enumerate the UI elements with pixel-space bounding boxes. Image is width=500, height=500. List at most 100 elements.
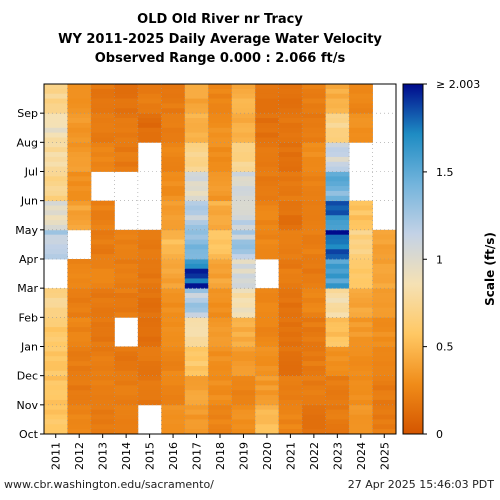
heatmap-cell-2012-may [67,200,92,231]
heatmap-cell-2014-nov [114,375,139,406]
heatmap-cell-2019-aug [231,113,256,143]
x-tick-label-2014: 2014 [120,442,133,470]
heatmap-cell-2013-feb [90,288,115,318]
heatmap-cell-2025-dec [372,346,397,377]
colorbar-tick-label: 1.5 [436,166,454,179]
heatmap-cell-2023-aug [325,113,350,143]
heatmap-cell-2016-jun [161,171,186,202]
y-tick-label-apr: Apr [19,253,39,266]
heatmap-cell-2017-dec [184,346,209,377]
heatmap-cell-2017-mar [184,259,209,289]
heatmap-cell-2017-sep [184,84,209,114]
heatmap-cell-2024-jan [349,317,373,347]
heatmap-cell-2024-aug [349,113,373,143]
heatmap-cell-2017-may [184,200,209,231]
y-tick-label-jul: Jul [24,166,38,179]
heatmap-cell-2023-may [325,200,350,231]
heatmap-cell-2023-nov [325,375,350,406]
heatmap-cell-2015-jan [137,317,162,347]
heatmap-cell-2024-oct [349,404,373,435]
colorbar: 0 0.5 1 1.5 ≥ 2.003 [402,78,480,441]
heatmap-cell-2015-sep [137,84,162,114]
heatmap-cell-2016-aug [161,113,186,143]
heatmap-cell-2022-mar [302,259,326,289]
heatmap-cell-2022-apr [302,229,326,260]
heatmap-cell-2020-oct [255,404,280,435]
heatmap-cell-2012-dec [67,346,92,377]
heatmap-cell-2020-sep [255,84,280,114]
heatmap-cell-2013-may [90,200,115,231]
heatmap-cell-2017-nov [184,375,209,406]
heatmap-cell-2015-aug [137,113,162,143]
heatmap-cell-2019-feb [231,288,256,318]
heatmap-cell-2024-may [349,200,373,231]
chart-title-line-2: WY 2011-2025 Daily Average Water Velocit… [58,32,382,47]
heatmap-cell-2021-sep [278,84,303,114]
heatmap-cell-2013-apr [90,229,115,260]
heatmap-cell-2016-dec [161,346,186,377]
heatmap-cell-2022-may [302,200,326,231]
heatmap-cell-2016-sep [161,84,186,114]
heatmap-cell-2022-oct [302,404,326,435]
colorbar-tick-label: 0 [436,428,443,441]
heatmap-cell-2017-feb [184,288,209,318]
x-tick-label-2016: 2016 [167,442,180,470]
heatmap-cell-2021-feb [278,288,303,318]
heatmap-cell-2011-nov [44,375,68,406]
heatmap-cell-2021-oct [278,404,303,435]
heatmap-cell-2016-mar [161,259,186,289]
heatmap-cell-2021-jan [278,317,303,347]
heatmap-cell-2013-nov [90,375,115,406]
y-tick-label-nov: Nov [17,399,39,412]
heatmap-cell-2019-apr [231,229,256,260]
heatmap-cell-2024-dec [349,346,373,377]
heatmap-cell-2023-jun [325,171,350,202]
y-tick-label-mar: Mar [17,282,38,295]
heatmap-cell-2022-sep [302,84,326,114]
heatmap-cell-2017-oct [184,404,209,435]
heatmap-cell-2012-feb [67,288,92,318]
y-tick-label-may: May [15,224,38,237]
heatmap-cell-2023-mar [325,259,350,289]
heatmap-cell-2014-jul [114,142,139,172]
x-tick-label-2023: 2023 [331,442,344,470]
heatmap-cell-2021-mar [278,259,303,289]
heatmap-cell-2015-nov [137,375,162,406]
x-tick-label-2018: 2018 [214,442,227,470]
heatmap-cell-2011-oct [44,404,68,435]
colorbar-label: Scale (ft/s) [483,232,497,306]
heatmap-cell-2013-mar [90,259,115,289]
x-tick-label-2011: 2011 [50,442,63,470]
heatmap-cell-2022-dec [302,346,326,377]
heatmap-cell-2024-nov [349,375,373,406]
heatmap-cell-2011-jun [44,171,68,202]
heatmap-cell-2014-sep [114,84,139,114]
colorbar-gradient [402,83,424,435]
heatmap-cell-2013-jul [90,142,115,172]
heatmap-cell-2021-may [278,200,303,231]
heatmap-cell-2012-jun [67,171,92,202]
heatmap-cell-2022-nov [302,375,326,406]
heatmap-cell-2021-jun [278,171,303,202]
heatmap-cell-2024-mar [349,259,373,289]
heatmap-cell-2013-aug [90,113,115,143]
heatmap-cell-2014-oct [114,404,139,435]
heatmap-cell-2011-jan [44,317,68,347]
heatmap-cell-2023-dec [325,346,350,377]
heatmap-cell-2018-sep [208,84,233,114]
heatmap-cell-2011-may [44,200,68,231]
heatmap-cell-2023-feb [325,288,350,318]
heatmap-cell-2019-dec [231,346,256,377]
y-tick-label-aug: Aug [17,136,38,149]
heatmap-cell-2020-jul [255,142,280,172]
heatmap-cell-2018-apr [208,229,233,260]
heatmap-cell-2021-dec [278,346,303,377]
heatmap-cell-2014-feb [114,288,139,318]
y-tick-label-jun: Jun [20,195,38,208]
heatmap-cell-2012-aug [67,113,92,143]
heatmap-cell-2021-jul [278,142,303,172]
heatmap-cell-2012-nov [67,375,92,406]
x-tick-label-2012: 2012 [73,442,86,470]
heatmap-cell-2019-mar [231,259,256,289]
